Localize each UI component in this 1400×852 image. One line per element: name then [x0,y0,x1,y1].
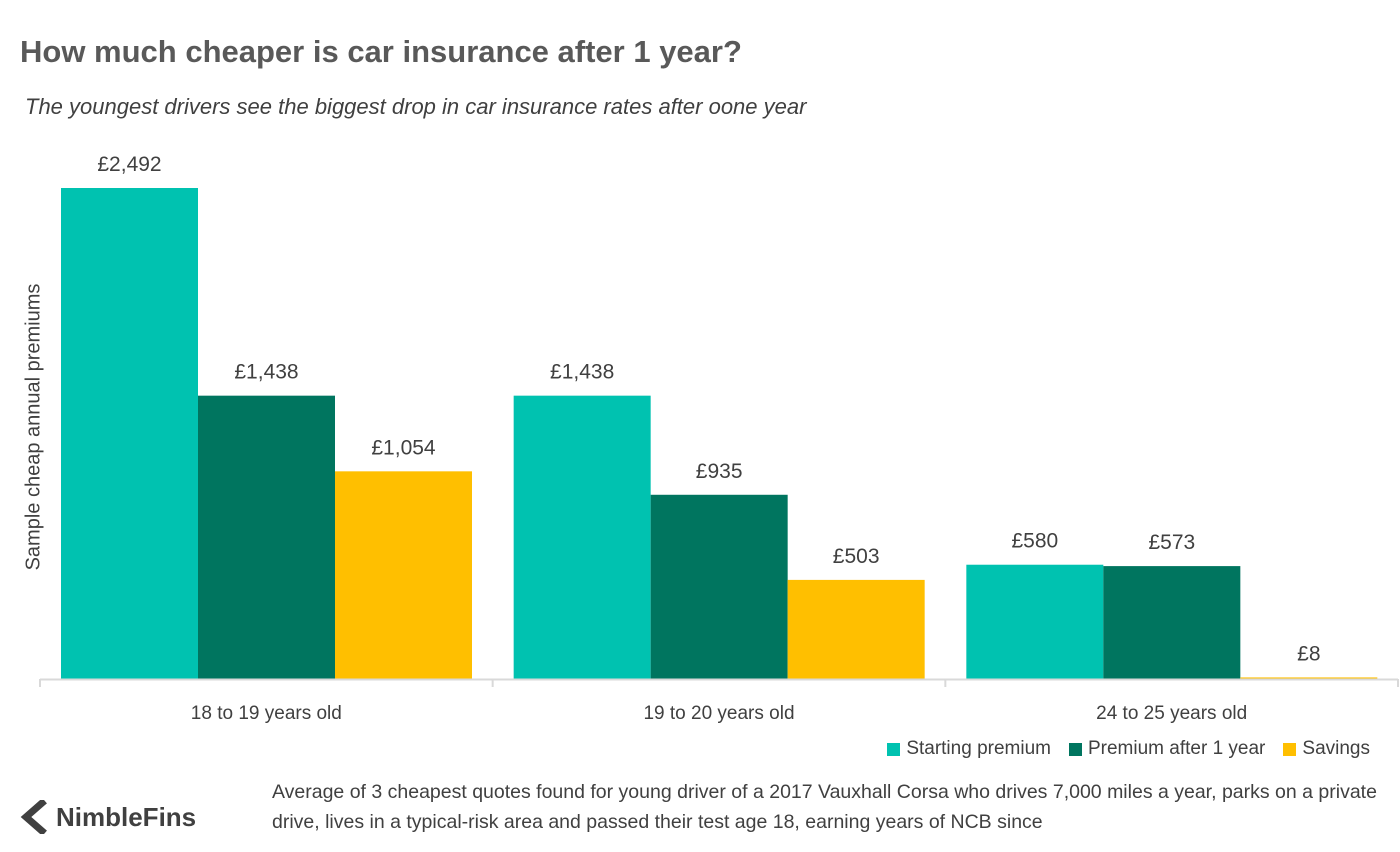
legend-item-after: Premium after 1 year [1068,738,1266,760]
data-label: £503 [833,545,880,568]
data-label: £935 [696,460,743,483]
brand-name: NimbleFins [56,801,197,832]
legend-label-savings: Savings [1302,738,1370,759]
bar [335,471,472,679]
bar [513,395,651,679]
data-label: £8 [1297,642,1320,665]
chevron-left-icon [20,800,47,834]
legend-swatch-savings [1283,742,1297,756]
data-label: £2,492 [97,153,161,176]
bar [1240,677,1378,679]
legend-swatch-starting [887,742,901,756]
data-label: £1,438 [550,361,614,384]
data-label: £1,054 [371,436,436,459]
x-tick-label: 18 to 19 years old [191,703,342,724]
data-label: £1,438 [234,361,298,384]
bar [787,579,925,679]
legend-label-starting: Starting premium [906,738,1051,759]
data-label: £573 [1148,531,1195,554]
brand-logo: NimbleFins [18,800,196,834]
chart-subtitle: The youngest drivers see the biggest dro… [25,94,807,119]
legend-label-after: Premium after 1 year [1087,738,1266,759]
data-label: £580 [1011,530,1058,553]
bar-chart: £2,492 £1,438 £1,054 18 to 19 years old £1,4… [39,153,1399,724]
chart-title: How much cheaper is car insurance after … [20,34,742,69]
legend: Starting premium Premium after 1 year Sa… [887,738,1370,760]
x-tick-label: 19 to 20 years old [643,703,794,724]
bar [1103,566,1241,679]
bar [198,395,335,679]
legend-item-starting: Starting premium [887,738,1051,760]
bar [650,494,788,679]
legend-item-savings: Savings [1283,738,1370,760]
bar [61,188,198,679]
legend-swatch-after [1068,742,1082,756]
x-tick-label: 24 to 25 years old [1096,703,1247,724]
bar [966,564,1104,679]
footnote: Average of 3 cheapest quotes found for y… [272,781,1377,833]
